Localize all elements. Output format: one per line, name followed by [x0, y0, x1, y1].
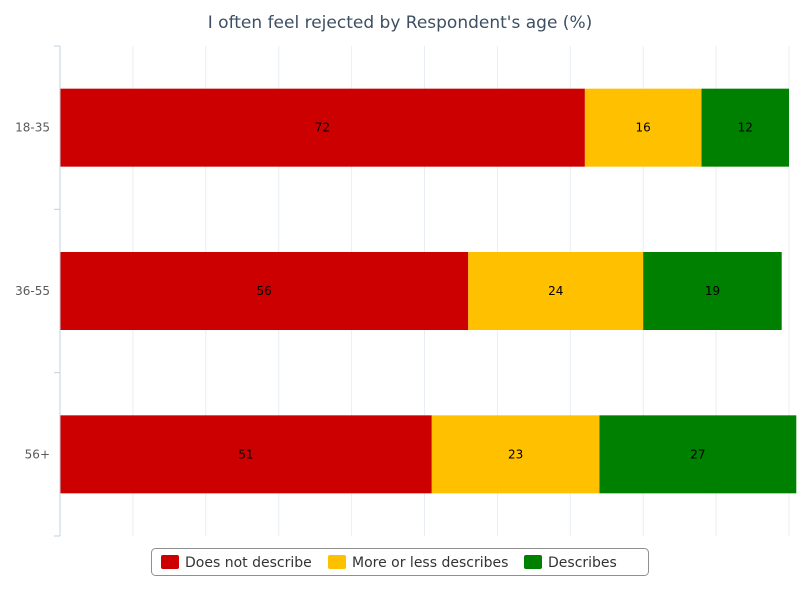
y-tick-label: 56+ — [25, 447, 50, 461]
chart-title: I often feel rejected by Respondent's ag… — [208, 13, 592, 33]
legend-item[interactable]: More or less describes — [328, 555, 508, 571]
legend[interactable]: Does not describe More or less describes D… — [151, 548, 649, 576]
y-axis: 18-35 36-55 56+ — [15, 45, 61, 537]
y-tick-label: 18-35 — [15, 121, 50, 135]
legend-item[interactable]: Does not describe — [161, 555, 312, 571]
data-label: 12 — [738, 121, 753, 135]
data-label: 19 — [705, 284, 720, 298]
data-label: 72 — [315, 121, 330, 135]
bar-segment[interactable] — [60, 88, 585, 167]
data-label: 23 — [508, 447, 523, 461]
legend-swatch — [524, 555, 542, 569]
bar-segment[interactable] — [60, 252, 469, 330]
legend-label: Does not describe — [185, 555, 312, 571]
bar-segment[interactable] — [60, 415, 432, 494]
legend-swatch — [161, 555, 179, 569]
legend-box — [151, 548, 649, 576]
data-label: 16 — [636, 121, 651, 135]
data-label: 27 — [690, 447, 705, 461]
legend-item[interactable]: Describes — [524, 555, 617, 571]
bar-segment[interactable] — [431, 415, 600, 494]
bar-segment[interactable] — [701, 88, 789, 167]
legend-label: Describes — [548, 555, 617, 571]
bars: 72 16 12 56 24 19 51 23 27 — [60, 88, 797, 494]
y-tick-label: 36-55 — [15, 284, 50, 298]
data-label: 51 — [238, 447, 253, 461]
bar-segment[interactable] — [468, 252, 644, 330]
legend-label: More or less describes — [352, 555, 508, 571]
data-label: 56 — [256, 284, 271, 298]
bar-segment[interactable] — [599, 415, 797, 494]
data-label: 24 — [548, 284, 563, 298]
legend-swatch — [328, 555, 346, 569]
bar-segment[interactable] — [584, 88, 702, 167]
bar-segment[interactable] — [643, 252, 782, 330]
